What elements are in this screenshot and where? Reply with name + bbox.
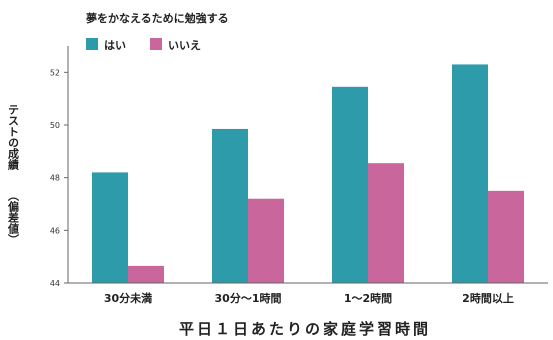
legend-title: 夢をかなえるために勉強する	[86, 11, 229, 25]
bar-yes	[212, 128, 248, 283]
bar-no	[128, 265, 164, 283]
legend-swatch-yes	[86, 38, 98, 50]
category-label: 30分〜1時間	[215, 291, 282, 305]
legend-label-yes: はい	[104, 39, 126, 52]
legend-label-no: いいえ	[168, 39, 201, 52]
bar-yes	[452, 64, 488, 283]
legend: はい いいえ	[86, 38, 201, 52]
y-axis-label: テストの成績 （偏差値）	[7, 104, 21, 245]
legend-swatch-no	[150, 38, 162, 50]
y-tick-label: 50	[50, 121, 60, 130]
bar-no	[368, 163, 404, 283]
y-tick-label: 44	[50, 279, 60, 288]
bar-yes	[92, 172, 128, 283]
category-label: 2時間以上	[462, 291, 514, 305]
bars	[92, 64, 524, 283]
bar-no	[488, 190, 524, 283]
y-tick-label: 48	[50, 174, 60, 183]
y-axis-label-main: テストの成績	[7, 104, 20, 171]
y-axis-label-sub: （偏差値）	[7, 190, 21, 245]
category-labels: 30分未満 30分〜1時間 1〜2時間 2時間以上	[104, 291, 514, 305]
bar-yes	[332, 86, 368, 283]
bar-no	[248, 198, 284, 283]
y-tick-label: 46	[50, 226, 60, 235]
category-label: 1〜2時間	[344, 291, 392, 305]
x-axis-label: 平日１日あたりの家庭学習時間	[179, 320, 431, 338]
y-tick-label: 52	[50, 68, 60, 77]
category-label: 30分未満	[104, 291, 152, 305]
y-ticks: 44 46 48 50 52	[50, 68, 68, 288]
